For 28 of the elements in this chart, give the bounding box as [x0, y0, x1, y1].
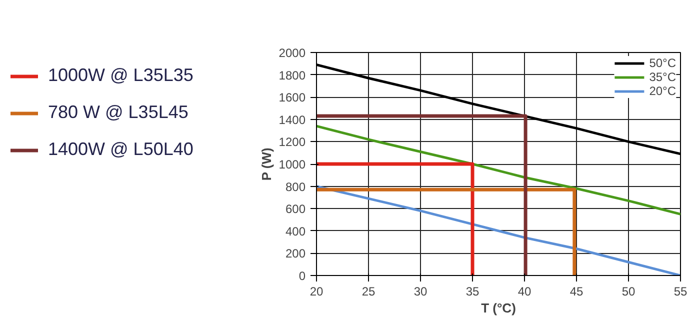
- legend-label: 1400W @ L50L40: [48, 139, 194, 160]
- y-tick-label: 1600: [278, 90, 306, 105]
- y-tick-label: 1000: [278, 158, 306, 172]
- x-tick-label: 50: [622, 284, 636, 298]
- y-tick-label: 0: [298, 269, 306, 283]
- x-tick-label: 30: [414, 284, 428, 298]
- x-axis-title: T (°C): [481, 300, 516, 316]
- y-tick-label: 600: [285, 202, 306, 216]
- x-tick-label: 45: [570, 284, 584, 298]
- y-tick-label: 2000: [278, 46, 306, 60]
- legend-label: 50°C: [649, 56, 676, 70]
- x-tick-label: 40: [518, 284, 532, 298]
- y-tick-label: 400: [285, 224, 306, 238]
- x-tick-label: 35: [466, 284, 480, 298]
- x-tick-label: 25: [362, 284, 376, 298]
- legend-label: 1000W @ L35L35: [48, 65, 194, 86]
- y-tick-label: 800: [285, 180, 306, 194]
- legend-label: 780 W @ L35L45: [48, 102, 188, 123]
- y-tick-label: 1800: [278, 68, 306, 82]
- x-tick-label: 20: [310, 284, 324, 298]
- line-series: [316, 124, 680, 216]
- x-tick-label: 55: [674, 284, 688, 298]
- y-axis-title: P (W): [258, 148, 274, 181]
- y-tick-label: 200: [285, 246, 306, 261]
- legend-label: 35°C: [649, 70, 676, 84]
- y-tick-label: 1200: [278, 135, 306, 150]
- y-tick-label: 1400: [278, 112, 306, 127]
- legend-label: 20°C: [649, 84, 676, 98]
